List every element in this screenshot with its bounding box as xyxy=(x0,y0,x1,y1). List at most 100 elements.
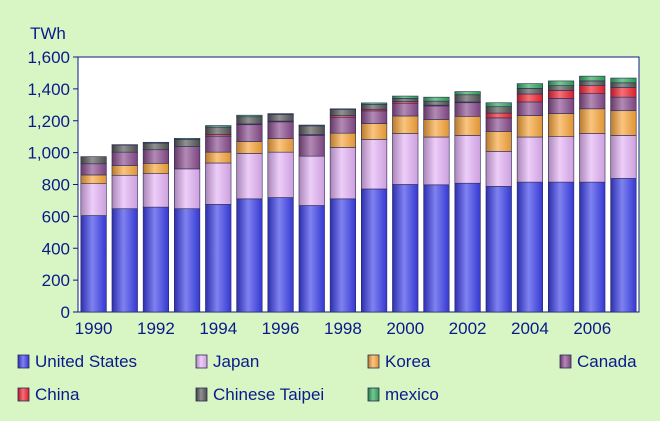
bar-segment-canada-1994 xyxy=(205,135,232,153)
bar-segment-chinese-taipei-2007 xyxy=(610,82,637,88)
legend: United States Japan Korea Canada China Chines… xyxy=(17,352,637,404)
legend-label: Canada xyxy=(577,352,637,371)
bar-segment-chinese-taipei-2001 xyxy=(423,100,450,106)
legend-item-united-states: United States xyxy=(17,352,137,371)
bar-segment-korea-2006 xyxy=(579,108,606,134)
bar-segment-korea-1999 xyxy=(361,123,388,140)
bars-layer xyxy=(80,75,637,313)
bar-segment-japan-1993 xyxy=(174,168,201,210)
legend-label: mexico xyxy=(385,385,439,404)
legend-item-mexico: mexico xyxy=(367,385,439,404)
bar-segment-chinese-taipei-2000 xyxy=(392,98,419,102)
legend-swatch xyxy=(17,387,30,402)
bar-segment-korea-2004 xyxy=(516,115,544,138)
legend-label: China xyxy=(35,385,80,404)
bar-segment-japan-1999 xyxy=(361,139,388,190)
y-tick-label: 800 xyxy=(42,176,70,195)
bar-segment-china-2004 xyxy=(516,93,544,103)
legend-label: United States xyxy=(35,352,137,371)
y-axis: 0 200 400 600 800 1,000 1,200 1,400 1,600 xyxy=(27,48,78,322)
x-tick-label: 1998 xyxy=(324,319,362,338)
bar-segment-japan-2002 xyxy=(454,135,481,184)
bar-segment-japan-1997 xyxy=(298,155,325,206)
bar-segment-japan-2004 xyxy=(516,136,544,183)
legend-item-chinese-taipei: Chinese Taipei xyxy=(195,385,324,404)
bar-segment-korea-1991 xyxy=(111,165,138,176)
bar-segment-chinese-taipei-2006 xyxy=(579,80,606,86)
bar-segment-korea-2001 xyxy=(423,119,450,138)
bar-segment-chinese-taipei-2005 xyxy=(547,85,575,91)
legend-swatch xyxy=(17,354,30,369)
bar-segment-canada-1995 xyxy=(236,124,263,142)
bar-segment-japan-1990 xyxy=(80,183,107,216)
bar-segment-mexico-1995 xyxy=(236,114,263,118)
legend-label: Japan xyxy=(213,352,259,371)
bar-segment-mexico-2001 xyxy=(423,96,450,102)
bar-segment-united-states-2005 xyxy=(547,181,575,313)
bar-segment-mexico-1998 xyxy=(329,108,357,110)
legend-item-canada: Canada xyxy=(559,352,637,371)
bar-segment-japan-1995 xyxy=(236,153,263,200)
bar-segment-united-states-2006 xyxy=(579,181,606,313)
legend-label: Korea xyxy=(385,352,431,371)
bar-segment-japan-1996 xyxy=(267,151,294,198)
bar-segment-united-states-1999 xyxy=(361,188,388,313)
x-tick-label: 1996 xyxy=(262,319,300,338)
bar-segment-canada-2007 xyxy=(610,96,637,112)
bar-segment-canada-2003 xyxy=(485,117,512,132)
bar-segment-japan-1994 xyxy=(205,162,232,205)
bar-segment-united-states-1992 xyxy=(142,206,169,313)
legend-item-japan: Japan xyxy=(195,352,259,371)
bar-segment-korea-1996 xyxy=(267,138,294,153)
bar-segment-united-states-1994 xyxy=(205,204,232,313)
x-tick-label: 2004 xyxy=(511,319,549,338)
legend-item-korea: Korea xyxy=(367,352,431,371)
bar-segment-korea-2000 xyxy=(392,115,419,134)
bar-segment-korea-1990 xyxy=(80,174,107,185)
bar-segment-japan-2007 xyxy=(610,135,637,179)
bar-segment-chinese-taipei-1993 xyxy=(174,139,201,147)
legend-label: Chinese Taipei xyxy=(213,385,324,404)
bar-segment-chinese-taipei-1992 xyxy=(142,142,169,151)
bar-segment-united-states-1997 xyxy=(298,205,325,313)
bar-segment-japan-1998 xyxy=(329,147,357,200)
legend-swatch xyxy=(367,387,380,402)
bar-segment-chinese-taipei-1990 xyxy=(80,156,107,165)
bar-segment-mexico-2007 xyxy=(610,77,637,84)
bar-segment-korea-2007 xyxy=(610,110,637,136)
x-tick-label: 1990 xyxy=(75,319,113,338)
bar-segment-chinese-taipei-1999 xyxy=(361,104,388,110)
bar-segment-japan-2005 xyxy=(547,136,575,183)
y-tick-label: 600 xyxy=(42,207,70,226)
bar-segment-chinese-taipei-1997 xyxy=(298,125,325,135)
bar-segment-japan-2000 xyxy=(392,133,419,185)
bar-segment-canada-2006 xyxy=(579,93,606,110)
bar-segment-mexico-1999 xyxy=(361,102,388,105)
bar-segment-mexico-2002 xyxy=(454,91,481,96)
bar-segment-united-states-1991 xyxy=(111,208,138,313)
bar-segment-mexico-2000 xyxy=(392,95,419,99)
bar-segment-mexico-1997 xyxy=(298,124,325,127)
bar-segment-canada-1993 xyxy=(174,146,201,170)
bar-segment-chinese-taipei-1998 xyxy=(329,109,357,116)
x-tick-label: 2006 xyxy=(573,319,611,338)
bar-segment-mexico-1992 xyxy=(142,141,169,144)
x-axis: 1990 1992 1994 1996 1998 2000 2002 2004 2006 xyxy=(75,319,611,338)
bar-segment-united-states-1993 xyxy=(174,208,201,313)
bar-segment-chinese-taipei-2003 xyxy=(485,106,512,114)
bar-segment-united-states-2007 xyxy=(610,178,637,313)
bar-segment-korea-1995 xyxy=(236,141,263,154)
legend-swatch xyxy=(367,354,380,369)
legend-item-china: China xyxy=(17,385,80,404)
y-tick-label: 1,200 xyxy=(27,112,70,131)
bar-segment-chinese-taipei-1991 xyxy=(111,144,138,153)
y-tick-label: 1,600 xyxy=(27,48,70,67)
x-tick-label: 2002 xyxy=(449,319,487,338)
bar-segment-united-states-2001 xyxy=(423,184,450,313)
plot-area xyxy=(77,56,640,313)
bar-segment-canada-1999 xyxy=(361,110,388,124)
y-axis-unit-label: TWh xyxy=(30,24,66,43)
bar-segment-korea-1998 xyxy=(329,132,357,148)
